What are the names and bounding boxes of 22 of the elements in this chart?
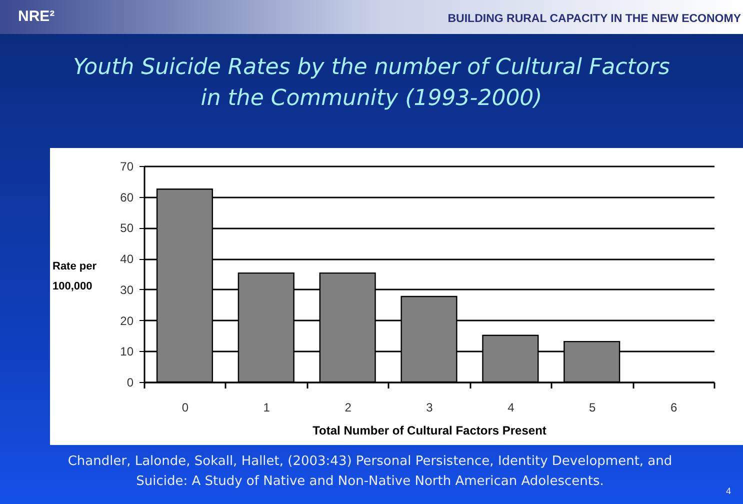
y-axis-title: Rate per 100,000 — [52, 260, 98, 292]
x-tick-label: 0 — [182, 400, 189, 414]
y-tick-label: 30 — [120, 282, 134, 297]
y-tick-label: 0 — [126, 376, 134, 390]
x-tick-label: 3 — [426, 400, 434, 414]
x-axis-title: Total Number of Cultural Factors Present — [312, 424, 546, 438]
x-tick-label: 2 — [344, 400, 352, 414]
x-tick-label: 5 — [589, 400, 596, 414]
chart-title: Youth Suicide Rates by the number of Cultural Factors in the Community (1993-2000) — [72, 54, 671, 113]
x-tick-label: 4 — [508, 400, 515, 414]
text: Chandler, Lalonde, Sokall, Hallet, (2003:43) Personal Persistence, Identity Development, and Suicide: A Study of Native and Non-Native North American Adolescents. — [66, 453, 674, 491]
text: 4 — [726, 486, 732, 496]
text: BUILDING RURAL CAPACITY IN THE NEW ECONOMY — [448, 13, 741, 25]
y-tick-label: 60 — [120, 190, 134, 204]
y-tick-label: 50 — [120, 221, 134, 236]
y-tick-label: 20 — [120, 314, 134, 328]
y-tick-label: 70 — [120, 160, 134, 174]
x-tick-label: 6 — [670, 400, 678, 414]
y-tick-label: 40 — [120, 252, 134, 266]
text: NRE² — [18, 8, 55, 25]
x-tick-label: 1 — [263, 400, 270, 414]
y-tick-label: 10 — [120, 344, 134, 359]
